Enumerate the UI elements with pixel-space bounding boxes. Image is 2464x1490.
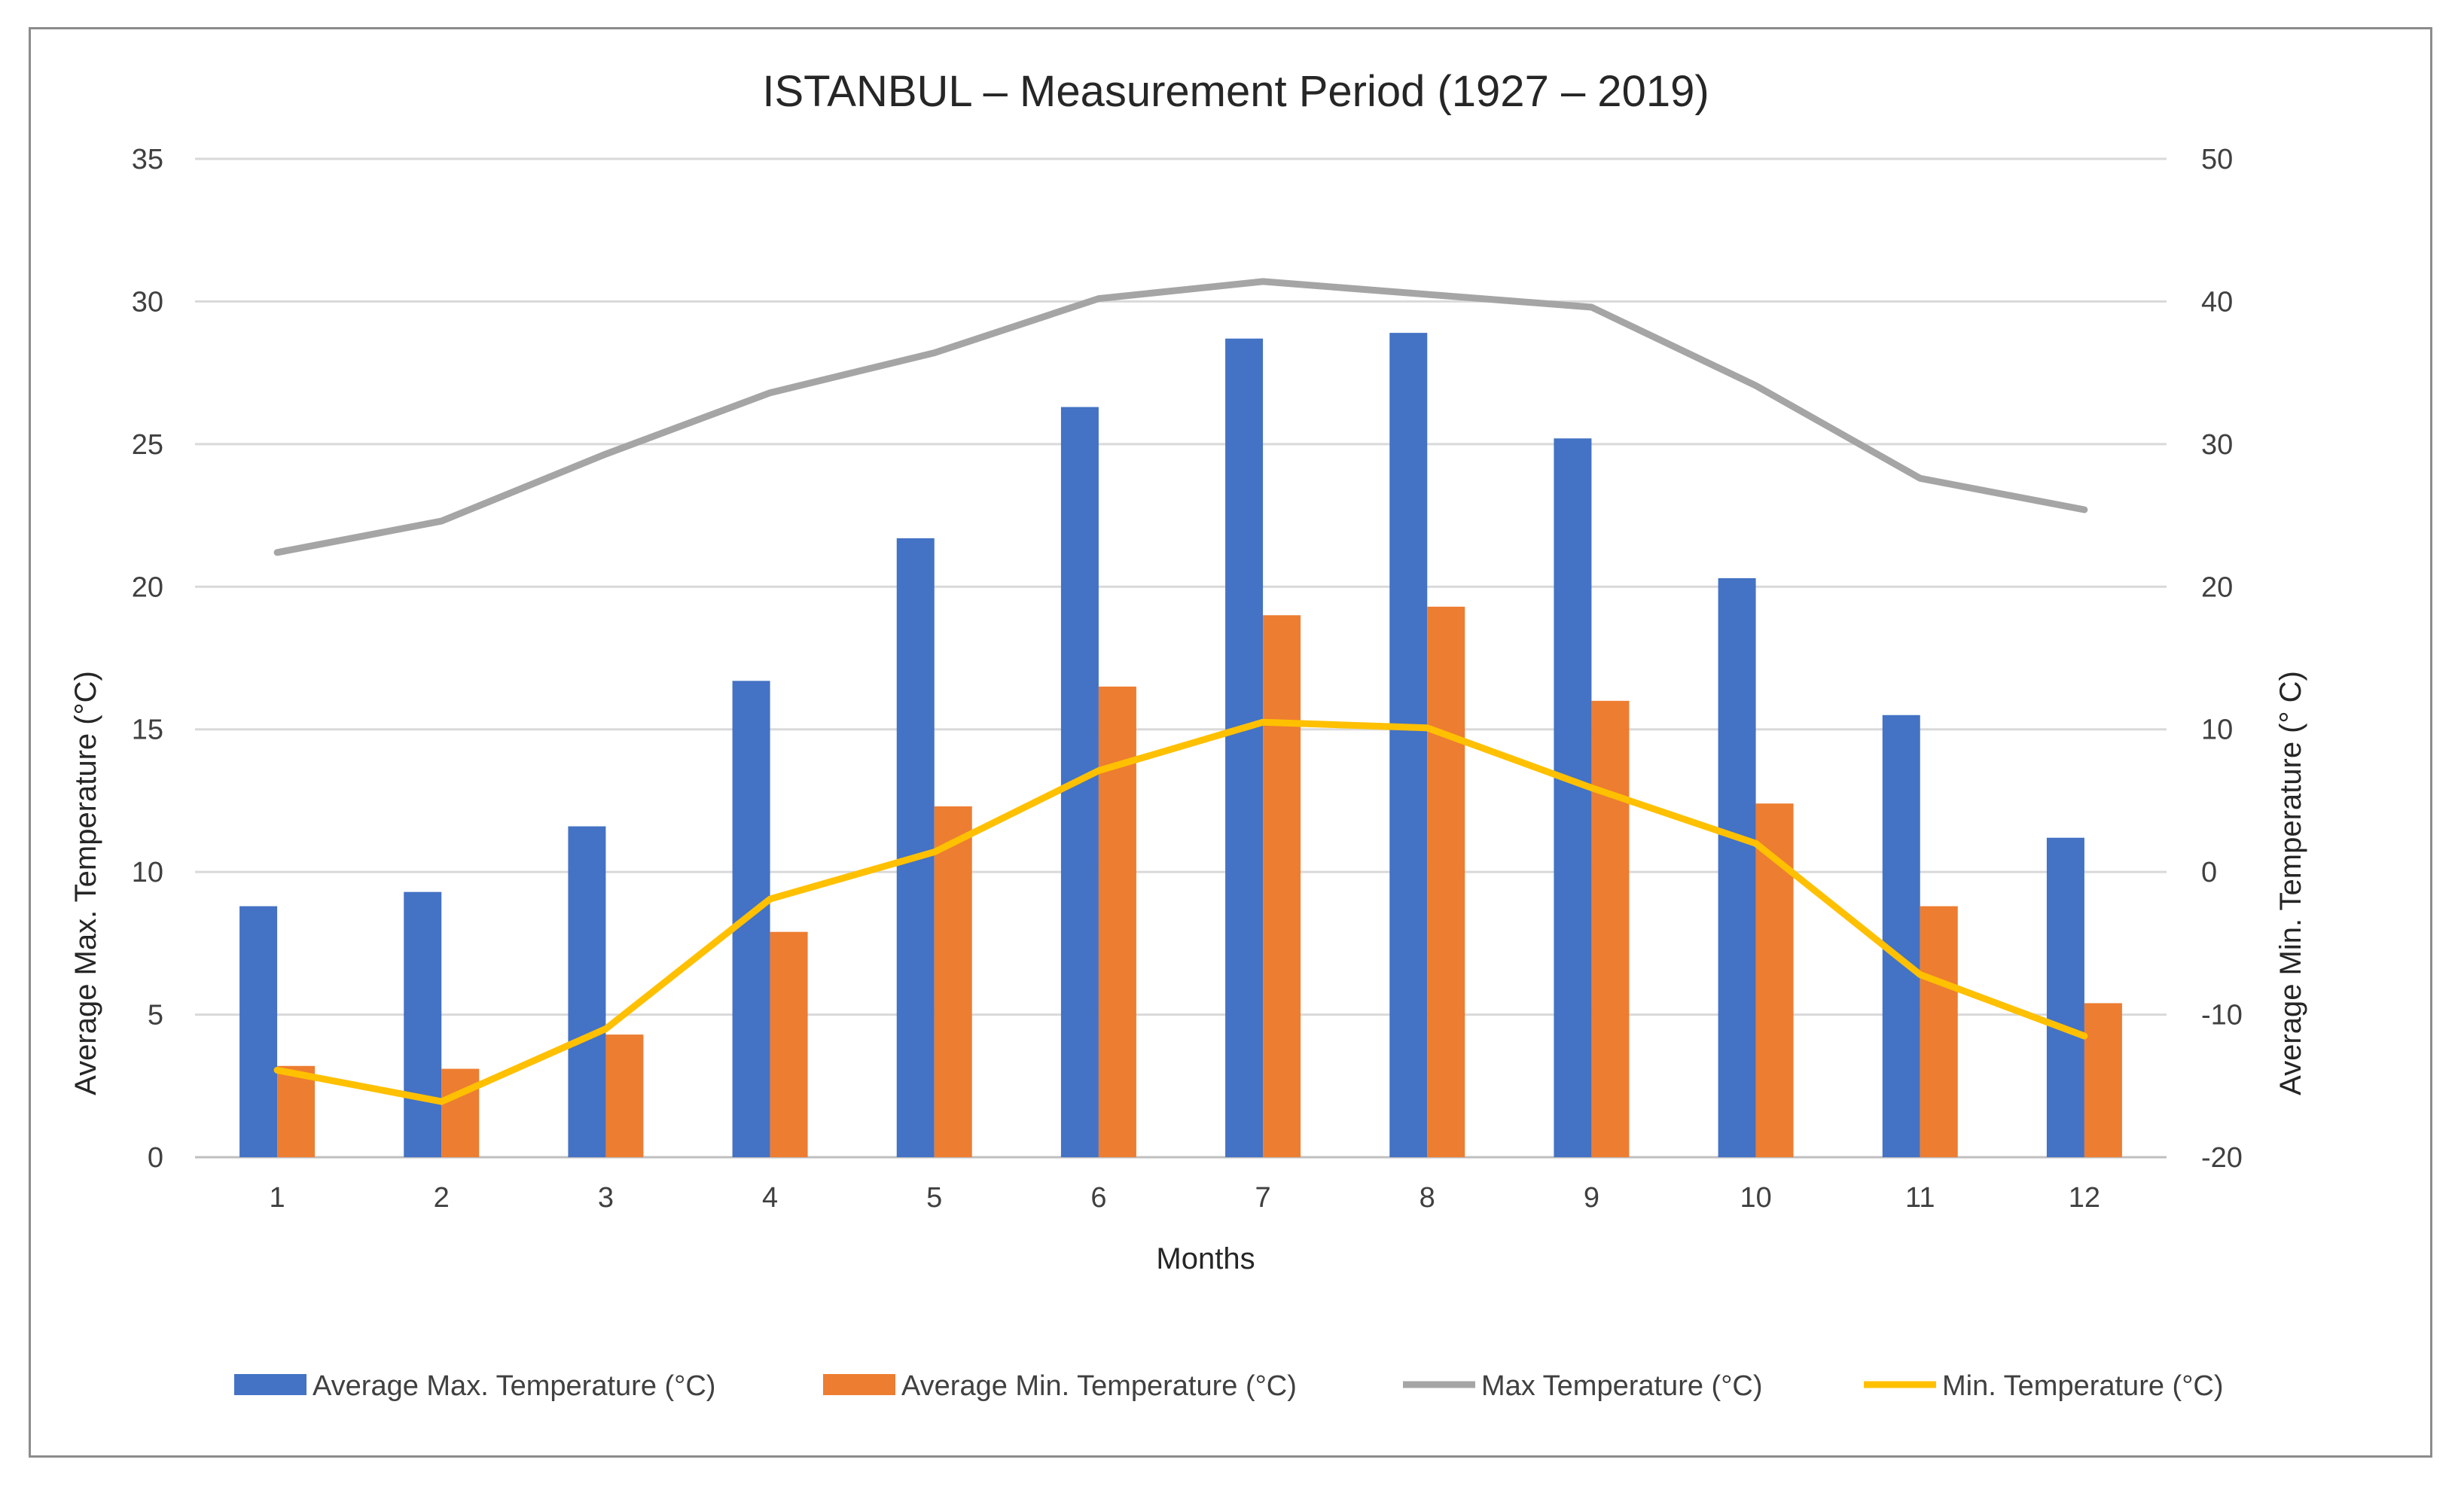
x-tick-label: 12 <box>2069 1182 2100 1214</box>
left-tick-label: 15 <box>132 715 163 746</box>
x-tick-label: 1 <box>270 1182 285 1214</box>
chart-title: ISTANBUL – Measurement Period (1927 – 20… <box>762 67 1709 116</box>
right-y-axis-title: Average Min. Temperature (° C) <box>2274 671 2307 1095</box>
bar-avg-min-5 <box>934 806 972 1157</box>
left-tick-label: 30 <box>132 286 163 318</box>
right-tick-label: 20 <box>2201 571 2233 603</box>
bar-avg-max-10 <box>1718 577 1756 1157</box>
x-tick-label: 6 <box>1090 1182 1106 1214</box>
bar-avg-max-12 <box>2046 837 2084 1157</box>
bar-avg-min-12 <box>2084 1003 2122 1157</box>
legend: Average Max. Temperature (°C) Average Min… <box>234 1370 2224 1402</box>
min-temperature-line <box>273 718 2088 1105</box>
bar-avg-min-7 <box>1263 615 1301 1157</box>
right-tick-label: -20 <box>2201 1142 2243 1174</box>
max-temperature-line <box>273 278 2088 556</box>
right-tick-label: 10 <box>2201 715 2233 746</box>
legend-label: Average Min. Temperature (°C) <box>901 1370 1297 1402</box>
x-tick-label: 9 <box>1584 1182 1599 1214</box>
bar-avg-max-2 <box>404 891 442 1157</box>
bar-avg-max-9 <box>1554 438 1592 1157</box>
bar-avg-min-1 <box>277 1065 316 1157</box>
bar-avg-min-8 <box>1427 606 1465 1157</box>
bar-avg-max-8 <box>1389 333 1428 1158</box>
left-tick-label: 20 <box>132 571 163 603</box>
legend-label: Min. Temperature (°C) <box>1942 1370 2224 1402</box>
bar-avg-min-11 <box>1920 906 1958 1157</box>
lines <box>273 278 2088 1105</box>
right-tick-label: 30 <box>2201 429 2233 461</box>
bar-avg-max-4 <box>732 681 770 1157</box>
right-tick-label: 40 <box>2201 286 2233 318</box>
left-tick-label: 5 <box>148 1000 163 1031</box>
left-tick-label: 35 <box>132 144 163 175</box>
left-axis-ticks: 0 5 10 15 20 25 30 35 <box>132 144 163 1174</box>
bar-avg-max-1 <box>239 906 278 1157</box>
left-tick-label: 25 <box>132 429 163 461</box>
right-tick-label: 0 <box>2201 857 2217 888</box>
x-axis-ticks: 1 2 3 4 5 6 7 8 9 10 11 12 <box>270 1182 2101 1214</box>
chart-canvas: ISTANBUL – Measurement Period (1927 – 20… <box>69 67 2307 1402</box>
bar-avg-min-9 <box>1591 700 1630 1157</box>
bar-avg-min-4 <box>770 931 808 1157</box>
x-tick-label: 10 <box>1740 1182 1771 1214</box>
x-tick-label: 4 <box>762 1182 778 1214</box>
bar-avg-min-3 <box>605 1034 644 1157</box>
right-tick-label: -10 <box>2201 1000 2243 1031</box>
right-tick-label: 50 <box>2201 144 2233 175</box>
x-tick-label: 2 <box>434 1182 450 1214</box>
bar-avg-min-6 <box>1098 686 1136 1157</box>
left-tick-label: 0 <box>148 1142 163 1174</box>
legend-swatch <box>234 1374 306 1395</box>
bar-avg-min-2 <box>441 1068 480 1157</box>
gridlines <box>195 157 2167 1159</box>
chart-frame: ISTANBUL – Measurement Period (1927 – 20… <box>29 27 2432 1458</box>
bar-avg-max-5 <box>896 538 935 1157</box>
left-tick-label: 10 <box>132 857 163 888</box>
legend-swatch <box>823 1374 895 1395</box>
legend-label: Average Max. Temperature (°C) <box>313 1370 715 1402</box>
right-axis-ticks: -20 -10 0 10 20 30 40 50 <box>2201 144 2243 1174</box>
legend-label: Max Temperature (°C) <box>1481 1370 1763 1402</box>
x-tick-label: 7 <box>1255 1182 1271 1214</box>
x-axis-title: Months <box>1156 1242 1255 1275</box>
bar-avg-max-3 <box>568 826 606 1157</box>
left-y-axis-title: Average Max. Temperature (°C) <box>69 671 102 1095</box>
x-tick-label: 5 <box>926 1182 942 1214</box>
x-tick-label: 3 <box>598 1182 614 1214</box>
x-tick-label: 8 <box>1420 1182 1435 1214</box>
x-tick-label: 11 <box>1905 1182 1935 1214</box>
bar-avg-max-7 <box>1225 338 1264 1158</box>
bar-avg-max-11 <box>1882 715 1920 1157</box>
